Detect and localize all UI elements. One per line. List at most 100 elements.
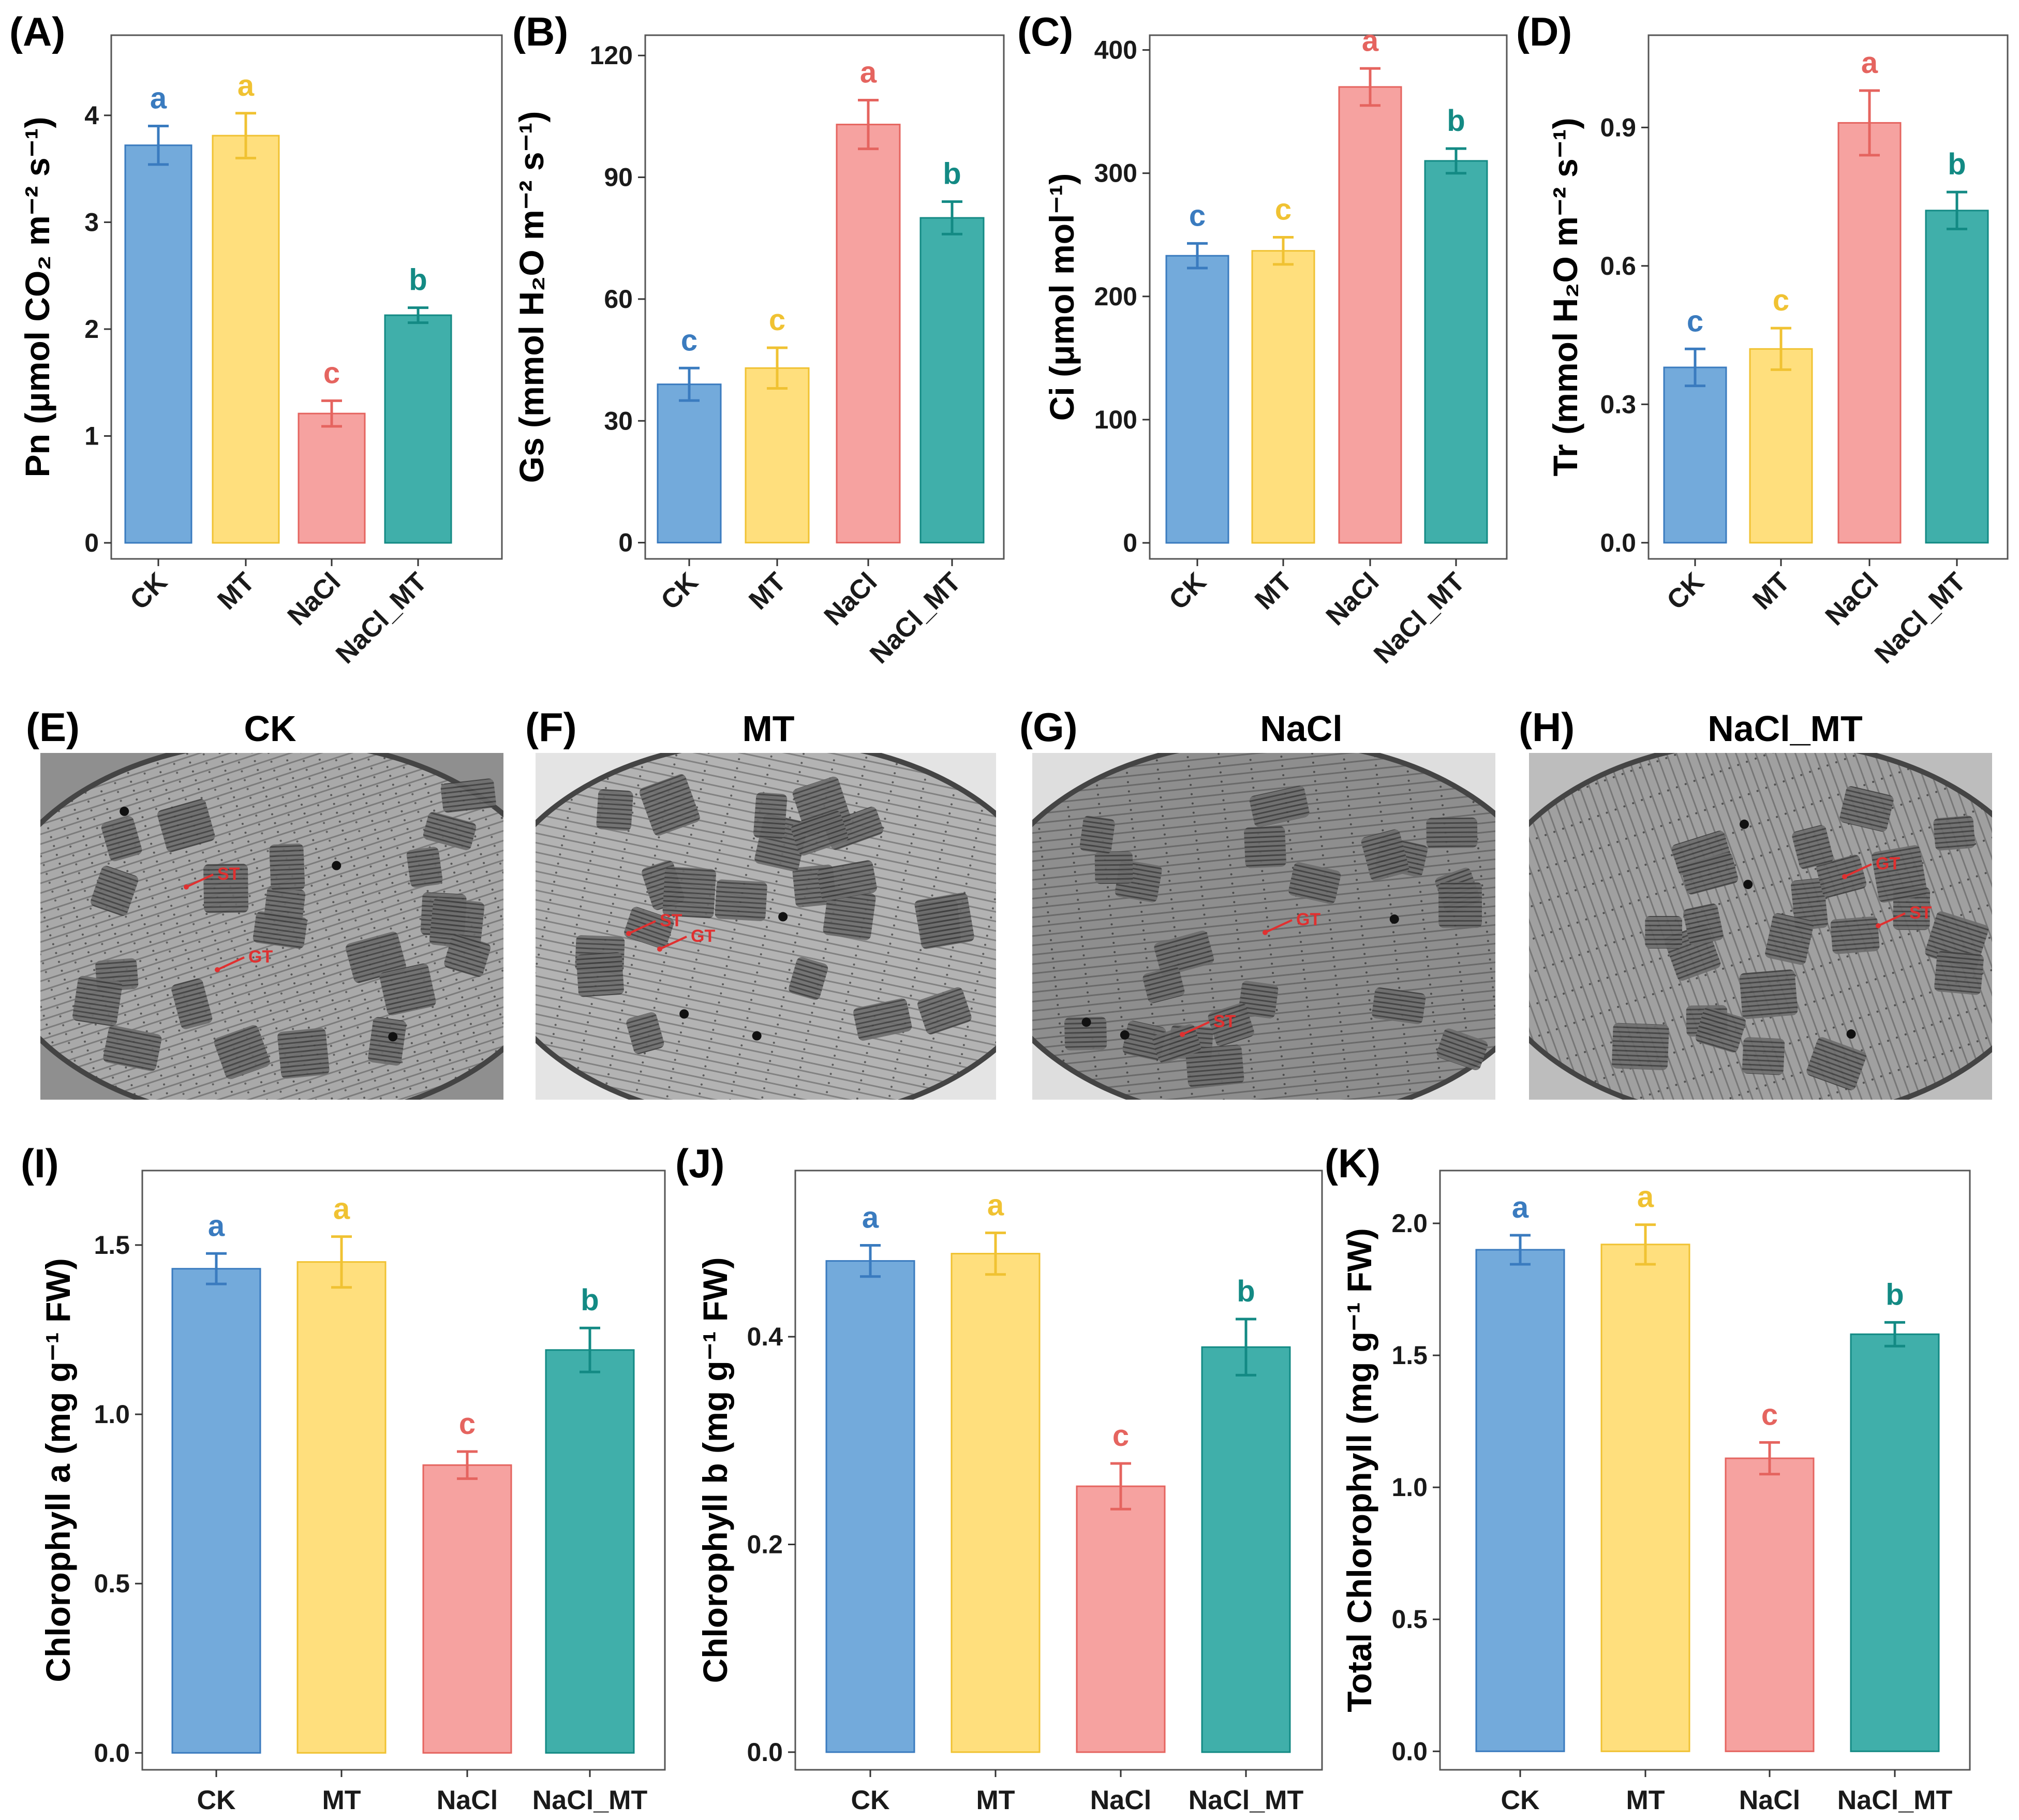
panel-B: 0 30 60 90 120 c CK c MT a NaCl b NaCl_MT Gs (mmol H₂…: [512, 9, 1005, 670]
granum-stack: [917, 987, 972, 1034]
granum-stack: [1816, 854, 1867, 898]
x-tick-label: NaCl_MT: [1368, 567, 1471, 669]
x-tick-label: CK: [197, 1785, 236, 1815]
granum-stack: [624, 907, 674, 949]
panel-label: (I): [21, 1141, 59, 1186]
significance-letter: a: [862, 1201, 879, 1234]
granum-stack: [596, 789, 633, 831]
y-tick-label: 120: [590, 41, 633, 70]
panel-label: (E): [26, 704, 80, 750]
annotation-arrow: [659, 936, 687, 950]
bar-NaCl: [422, 1464, 512, 1754]
plastoglobule: [332, 861, 342, 870]
x-tick-label: MT: [1249, 567, 1298, 615]
granum-stack: [626, 1012, 664, 1054]
granum-stack: [1806, 1037, 1866, 1090]
annotation-arrow: [217, 956, 245, 971]
plastoglobule: [1846, 1029, 1856, 1039]
granum-stack: [1372, 987, 1426, 1025]
granum-stack: [791, 810, 849, 856]
x-tick-label: CK: [1661, 567, 1710, 615]
significance-letter: c: [1773, 284, 1789, 317]
y-axis-label: Pn (μmol CO₂ m⁻² s⁻¹): [18, 117, 56, 478]
bar-NaCl: [1076, 1485, 1166, 1753]
granum-stack: [639, 774, 700, 836]
y-tick-label: 1.5: [94, 1231, 130, 1260]
plastoglobule: [1081, 1017, 1091, 1027]
y-tick-label: 100: [1094, 405, 1137, 434]
y-tick-label: 0.0: [747, 1738, 783, 1767]
significance-letter: a: [987, 1188, 1004, 1222]
bar-MT: [1749, 348, 1813, 544]
annotation-arrow: [1265, 919, 1293, 934]
granum-stack: [1064, 1016, 1107, 1050]
bar-NaCl: [1338, 86, 1402, 544]
significance-letter: c: [1687, 304, 1703, 338]
plot-frame: [1439, 1170, 1971, 1771]
y-tick-label: 1.5: [1391, 1341, 1428, 1370]
plot-frame: [110, 34, 503, 560]
granum-stack: [1611, 1023, 1669, 1070]
significance-letter: c: [459, 1407, 476, 1441]
granum-stack: [1934, 951, 1984, 995]
y-axis-label: Gs (mmol H₂O m⁻² s⁻¹): [512, 111, 551, 483]
significance-letter: c: [1112, 1419, 1129, 1453]
x-tick-label: CK: [655, 567, 704, 615]
chloroplast-body: [1529, 753, 1992, 1100]
x-tick-label: MT: [322, 1785, 361, 1815]
significance-letter: b: [409, 263, 427, 297]
annotation-arrowhead: [626, 931, 631, 936]
annotation-arrow: [1844, 863, 1872, 878]
granum-stack: [203, 864, 249, 913]
y-tick-label: 1.0: [1391, 1473, 1428, 1502]
plastoglobule: [388, 1032, 398, 1042]
x-tick-label: NaCl: [1320, 567, 1385, 631]
panel-D: 0.0 0.3 0.6 0.9 c CK c MT a NaCl b NaCl_MT Tr (mmol …: [1516, 9, 2009, 670]
y-tick-label: 0.0: [1600, 528, 1636, 557]
granum-stack: [1742, 1037, 1785, 1075]
annotation-label: ST: [1213, 1012, 1236, 1031]
granum-stack: [1830, 916, 1880, 954]
micrograph-panel-F: (F) MT ST GT: [525, 704, 996, 1100]
plot-frame: [1647, 34, 2009, 560]
x-tick-label: NaCl_MT: [1837, 1785, 1953, 1815]
granum-stack: [91, 866, 139, 916]
micrograph-panel-H: (H) NaCl_MT GT ST: [1519, 704, 1992, 1100]
significance-letter: a: [860, 56, 877, 90]
micrograph-title: NaCl: [1260, 708, 1342, 749]
plastoglobule: [1739, 819, 1749, 829]
granum-stack: [101, 816, 142, 862]
granum-stack: [406, 847, 443, 888]
granum-stack: [72, 975, 123, 1027]
y-tick-label: 30: [604, 406, 633, 435]
annotation-arrowhead: [1842, 874, 1847, 879]
x-tick-label: MT: [1747, 567, 1795, 615]
granum-stack: [157, 799, 215, 852]
granum-stack: [1249, 786, 1310, 827]
x-tick-label: NaCl: [819, 567, 883, 631]
granum-stack: [1695, 1007, 1746, 1053]
granum-stack: [1142, 966, 1185, 1003]
y-tick-label: 0: [84, 528, 99, 557]
granum-stack: [171, 978, 213, 1029]
y-tick-label: 0.9: [1600, 113, 1636, 142]
granum-stack: [576, 952, 624, 997]
y-tick-label: 0.5: [1391, 1605, 1428, 1634]
annotation-label: GT: [248, 947, 273, 967]
y-tick-label: 0: [1123, 528, 1137, 557]
y-axis-label: Chlorophyll b (mg g⁻¹ FW): [696, 1257, 734, 1683]
granum-stack: [346, 931, 406, 983]
panel-label: (A): [9, 9, 65, 54]
granum-stack: [1839, 786, 1894, 832]
bar-NaCl_MT: [545, 1349, 635, 1754]
bar-MT: [951, 1253, 1041, 1753]
significance-letter: c: [1275, 193, 1291, 227]
granum-stack: [1079, 816, 1115, 854]
significance-letter: a: [333, 1192, 350, 1226]
granum-stack: [715, 879, 767, 922]
bar-CK: [1475, 1249, 1565, 1752]
micrograph-title: MT: [742, 708, 794, 749]
bar-MT: [745, 367, 810, 544]
granum-stack: [1739, 969, 1798, 1019]
